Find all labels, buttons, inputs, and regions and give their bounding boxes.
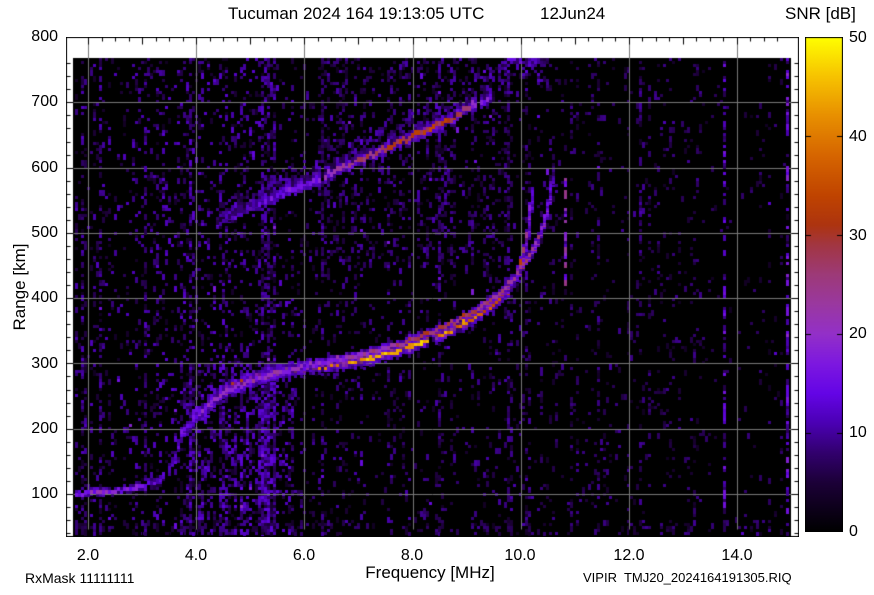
x-tick-label: 12.0	[613, 547, 645, 564]
y-tick-label: 400	[31, 289, 58, 306]
y-tick-label: 600	[31, 159, 58, 176]
y-axis-label: Range [km]	[10, 243, 29, 331]
x-tick-label: 6.0	[292, 547, 316, 564]
x-tick-label: 8.0	[400, 547, 424, 564]
ionogram-canvas	[66, 37, 799, 537]
colorbar-canvas	[805, 37, 843, 532]
colorbar-tick-label: 10	[849, 424, 867, 441]
colorbar-tick-label: 20	[849, 325, 867, 342]
colorbar-title: SNR [dB]	[785, 4, 856, 23]
y-tick-label: 800	[31, 28, 58, 45]
y-tick-label: 300	[31, 355, 58, 372]
file-id-text: VIPIR TMJ20_2024164191305.RIQ	[583, 570, 792, 585]
colorbar-tick-label: 50	[849, 29, 867, 46]
rxmask-text: RxMask 11111111	[25, 570, 135, 586]
colorbar-tick-label: 30	[849, 227, 867, 244]
page-title-date: 12Jun24	[540, 4, 606, 23]
y-tick-label: 100	[31, 485, 58, 502]
y-tick-label: 500	[31, 224, 58, 241]
colorbar-tick-label: 40	[849, 128, 867, 145]
colorbar-tick-label: 0	[849, 523, 858, 540]
page-title: Tucuman 2024 164 19:13:05 UTC	[228, 4, 485, 23]
x-tick-label: 2.0	[76, 547, 100, 564]
x-axis-label: Frequency [MHz]	[365, 563, 495, 582]
y-tick-label: 700	[31, 93, 58, 110]
x-tick-label: 4.0	[184, 547, 208, 564]
y-tick-label: 200	[31, 420, 58, 437]
x-tick-label: 14.0	[721, 547, 753, 564]
x-tick-label: 10.0	[504, 547, 536, 564]
